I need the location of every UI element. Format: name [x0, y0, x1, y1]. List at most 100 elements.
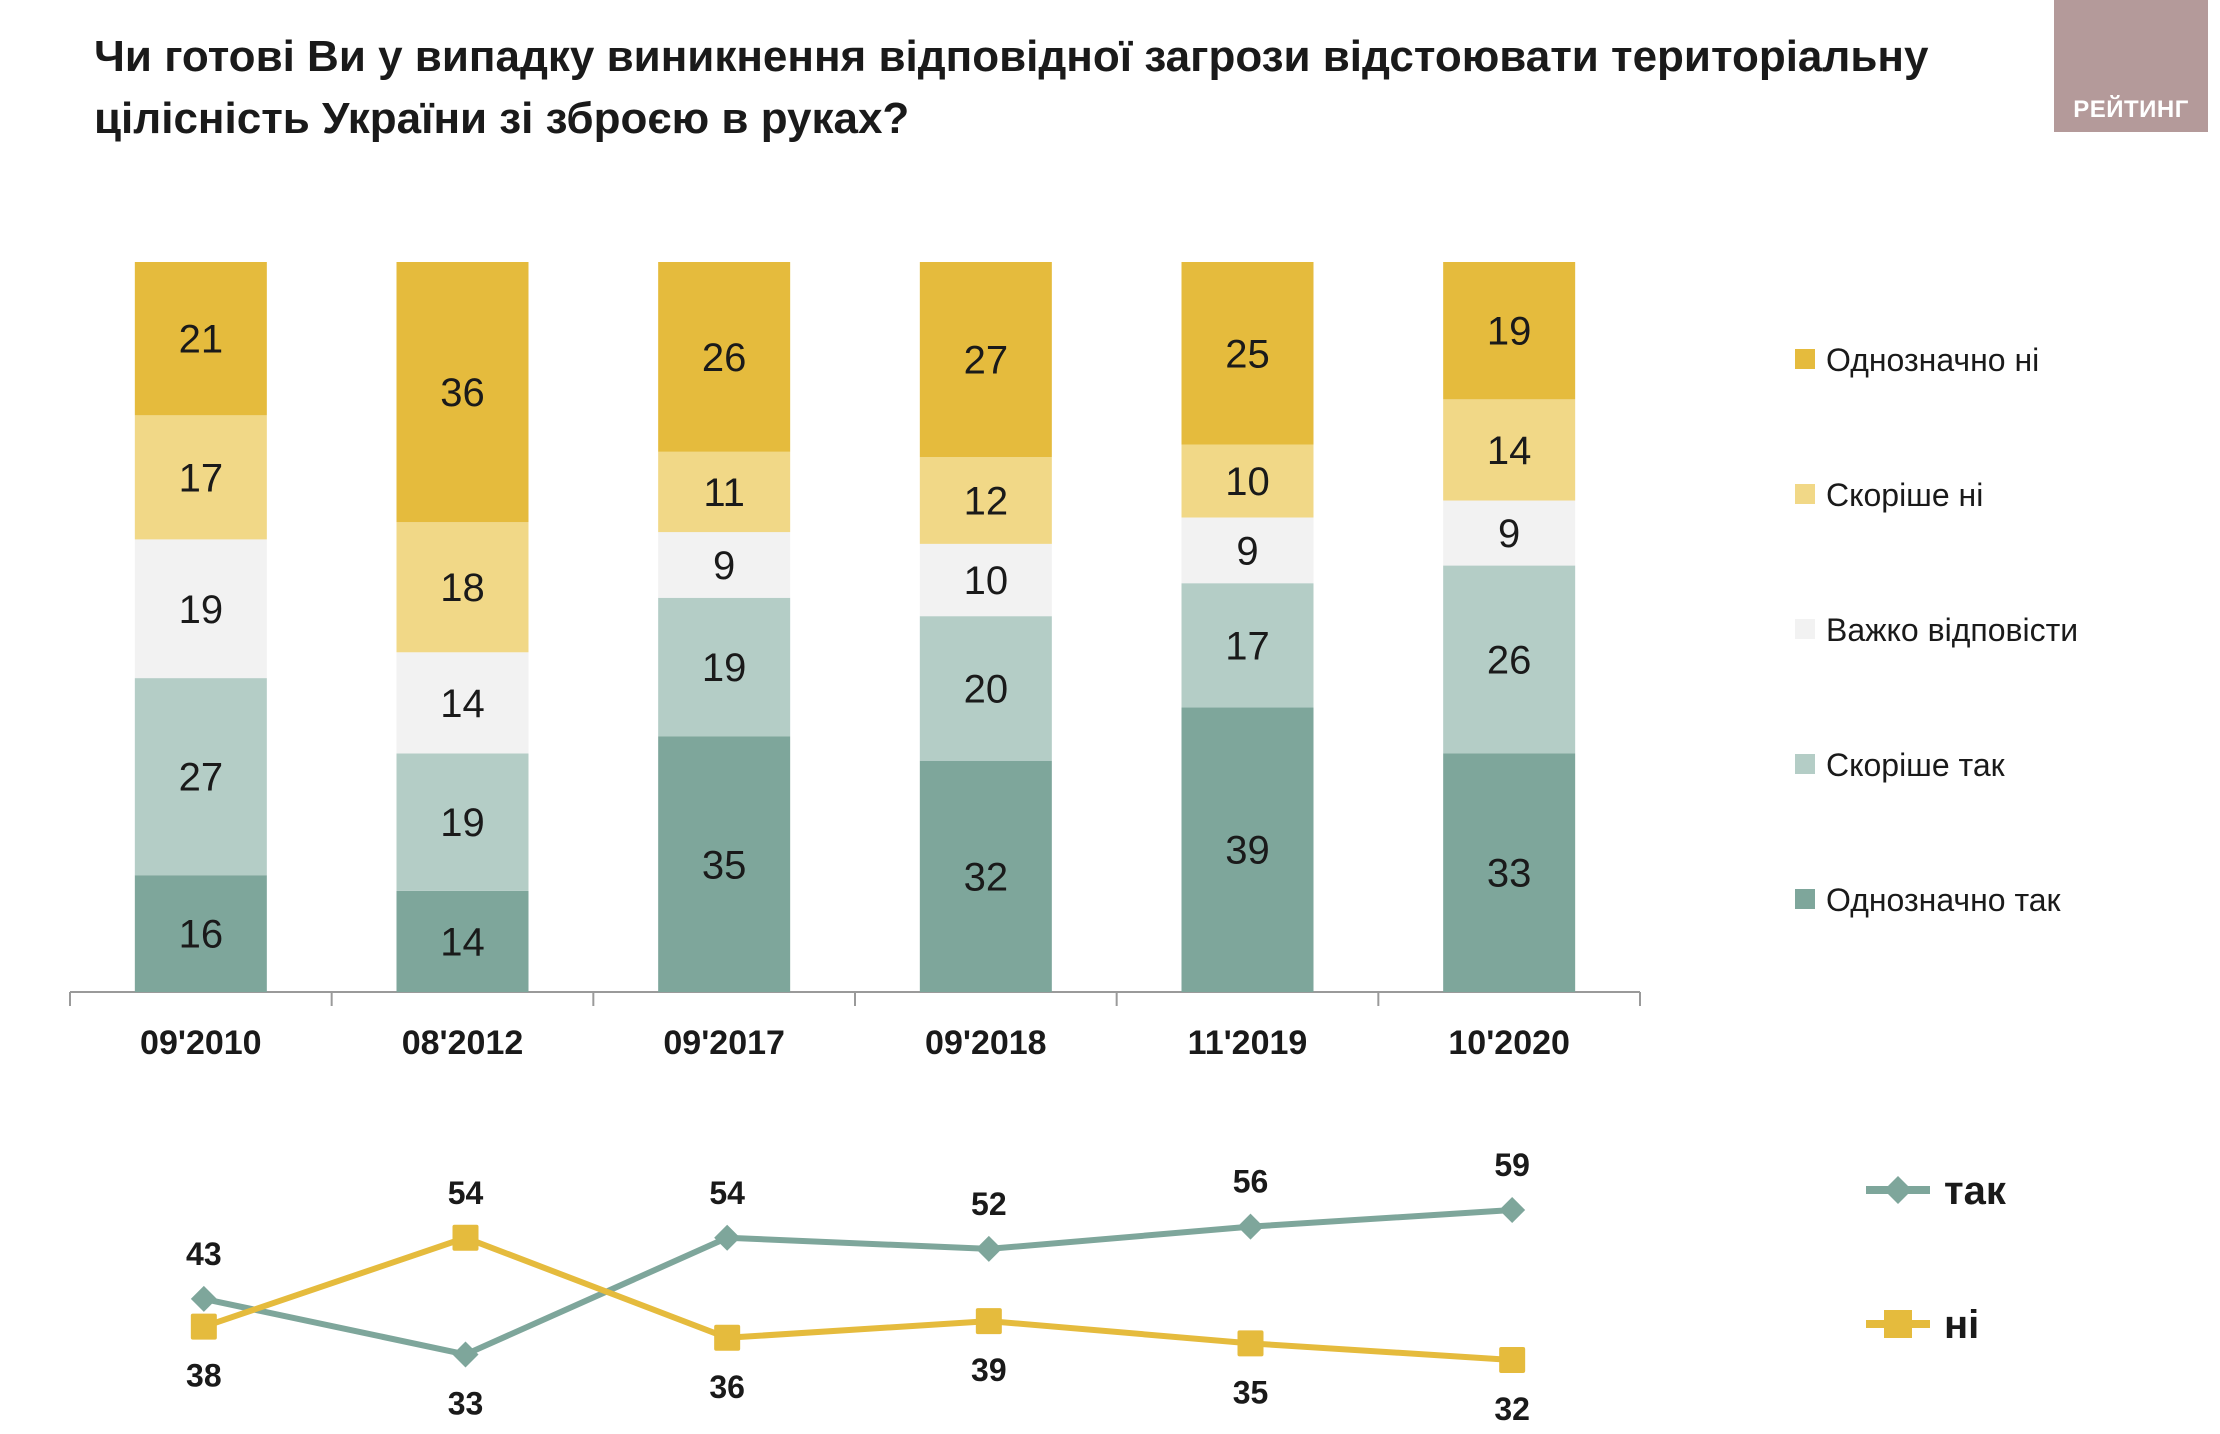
legend-swatch [1795, 754, 1815, 774]
bar-segment-важко-відповісти [1443, 500, 1576, 566]
bar-value-label: 18 [440, 566, 485, 610]
line-point-diamond [1237, 1213, 1264, 1240]
bar-value-label: 9 [1498, 512, 1520, 556]
line-value-label: 43 [186, 1236, 222, 1272]
bar-value-label: 35 [702, 843, 747, 887]
line-point-square [975, 1308, 1002, 1335]
bar-segment-скоріше-так [1181, 583, 1314, 708]
bar-value-label: 16 [179, 913, 224, 957]
bar-segment-однозначно-ні [658, 262, 791, 452]
line-point-diamond [190, 1285, 217, 1312]
bar-segment-скоріше-так [1443, 565, 1576, 754]
bar-value-label: 19 [179, 588, 224, 632]
x-tick-label: 09'2017 [663, 1024, 785, 1062]
bar-value-label: 10 [964, 559, 1009, 603]
x-tick-label: 08'2012 [402, 1024, 524, 1062]
bar-segment-однозначно-ні [919, 262, 1052, 458]
bar-segment-скоріше-ні [396, 522, 529, 653]
bar-value-label: 19 [702, 646, 747, 690]
line-point-diamond [714, 1224, 741, 1251]
legend-swatch [1795, 484, 1815, 504]
x-tick-label: 10'2020 [1448, 1024, 1570, 1062]
bar-value-label: 27 [179, 756, 224, 800]
title-line-1: Чи готові Ви у випадку виникнення відпов… [94, 32, 1929, 81]
line-legend-marker [1884, 1176, 1912, 1204]
bar-segment-однозначно-так [919, 760, 1052, 992]
bar-value-label: 14 [440, 682, 485, 726]
bar-segment-скоріше-так [396, 753, 529, 891]
bar-value-label: 26 [1487, 639, 1532, 683]
line-value-label: 54 [448, 1175, 484, 1211]
x-tick-label: 09'2010 [140, 1024, 262, 1062]
bar-segment-однозначно-так [1443, 753, 1576, 992]
line-value-label: 54 [709, 1175, 745, 1211]
bar-value-label: 33 [1487, 852, 1532, 896]
bar-value-label: 17 [179, 456, 224, 500]
legend-swatch [1795, 619, 1815, 639]
bar-value-label: 9 [1236, 529, 1258, 573]
line-legend-label: так [1944, 1169, 2007, 1213]
bar-segment-важко-відповісти [134, 539, 267, 679]
line-value-label: 59 [1494, 1147, 1530, 1183]
bar-segment-однозначно-так [1181, 707, 1314, 992]
line-так [203, 1207, 1513, 1358]
line-legend-label: ні [1944, 1303, 1979, 1347]
line-point-diamond [1499, 1197, 1526, 1223]
line-value-label: 38 [186, 1358, 222, 1394]
rating-logo: РЕЙТИНГ [2054, 0, 2208, 132]
line-value-label: 56 [1233, 1164, 1269, 1200]
bar-value-label: 27 [964, 339, 1009, 383]
line-point-square [1237, 1330, 1264, 1357]
bar-segment-однозначно-ні [134, 262, 267, 416]
bar-value-label: 14 [440, 920, 485, 964]
legend-label: Скоріше ні [1826, 477, 1983, 513]
bar-segment-однозначно-так [396, 890, 529, 992]
bar-segment-однозначно-ні [1181, 262, 1314, 445]
line-legend-marker [1884, 1310, 1912, 1338]
bar-segment-скоріше-ні [134, 415, 267, 540]
line-value-label: 39 [971, 1352, 1007, 1388]
x-tick-label: 09'2018 [925, 1024, 1047, 1062]
bar-value-label: 26 [702, 336, 747, 380]
line-value-label: 52 [971, 1186, 1007, 1222]
line-value-label: 36 [709, 1369, 745, 1405]
line-value-label: 32 [1494, 1391, 1530, 1427]
bar-value-label: 19 [1487, 310, 1532, 354]
bar-value-label: 17 [1225, 624, 1270, 668]
bar-value-label: 19 [440, 801, 485, 845]
bar-value-label: 11 [703, 471, 745, 515]
legend-swatch [1795, 349, 1815, 369]
line-point-diamond [452, 1341, 479, 1368]
line-point-square [452, 1224, 479, 1251]
title-line-2: цілісність України зі зброєю в руках? [94, 94, 910, 143]
line-value-label: 35 [1233, 1374, 1269, 1410]
line-point-square [1499, 1347, 1526, 1373]
legend-label: Однозначно ні [1826, 342, 2039, 378]
bar-segment-скоріше-так [134, 678, 267, 876]
line-point-square [714, 1324, 741, 1351]
bar-segment-скоріше-так [658, 597, 791, 737]
bar-value-label: 32 [964, 855, 1009, 899]
bar-value-label: 12 [964, 480, 1009, 524]
bar-segment-важко-відповісти [1181, 517, 1314, 584]
bar-segment-скоріше-ні [1181, 444, 1314, 518]
bar-value-label: 9 [713, 544, 735, 588]
legend-label: Важко відповісти [1826, 612, 2078, 648]
legend-swatch [1795, 889, 1815, 909]
bar-segment-важко-відповісти [658, 532, 791, 598]
line-ні [202, 1234, 1513, 1363]
bar-segment-скоріше-ні [1443, 399, 1576, 501]
bar-value-label: 14 [1487, 429, 1532, 473]
x-tick-label: 11'2019 [1188, 1024, 1308, 1062]
bar-value-label: 21 [179, 318, 224, 362]
bar-value-label: 25 [1225, 332, 1270, 376]
line-point-square [190, 1313, 217, 1340]
legend-label: Однозначно так [1826, 882, 2062, 918]
logo-text: РЕЙТИНГ [2073, 96, 2189, 123]
line-value-label: 33 [448, 1385, 484, 1421]
bar-segment-важко-відповісти [396, 652, 529, 754]
bar-value-label: 36 [440, 371, 485, 415]
bar-segment-скоріше-так [919, 616, 1052, 761]
bar-value-label: 20 [964, 667, 1009, 711]
